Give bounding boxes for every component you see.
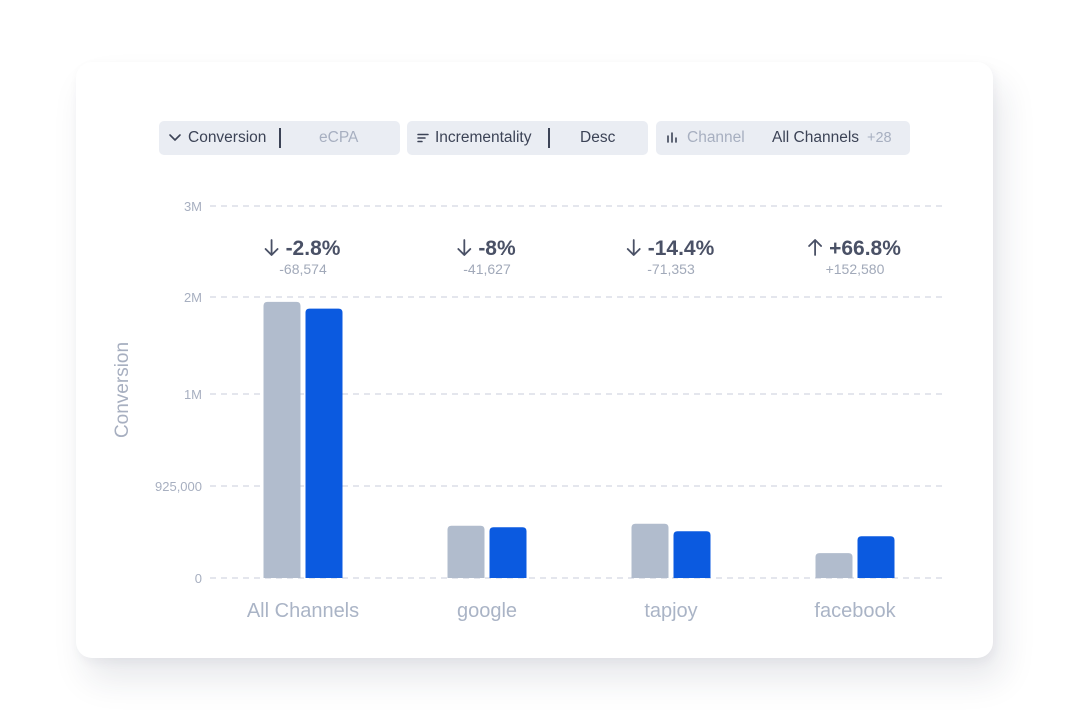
baseline-bar-all-channels[interactable]	[263, 301, 301, 578]
sort-order[interactable]: Desc	[580, 129, 616, 146]
metric-selector[interactable]: Conversion eCPA	[159, 121, 400, 155]
category-label: google	[457, 600, 517, 622]
channel-extra-count: +28	[867, 130, 892, 146]
arrow-down-icon	[264, 239, 279, 256]
delta-annotation: +66.8%+152,580	[808, 237, 901, 277]
channel-selector[interactable]: Channel All Channels +28	[656, 121, 910, 155]
channel-label: Channel	[687, 129, 745, 146]
metric-secondary[interactable]: eCPA	[319, 129, 359, 146]
chevron-down-icon	[169, 134, 181, 141]
bars	[263, 301, 895, 578]
delta-annotation: -8%-41,627	[457, 237, 516, 277]
sort-lines-icon	[417, 133, 429, 143]
delta-annotations: -2.8%-68,574 -8%-41,627 -14.4%-71,353 +66.8…	[264, 237, 901, 277]
y-tick-label: 0	[195, 571, 202, 586]
bar-chart-icon	[667, 132, 677, 143]
delta-percent: -2.8%	[286, 237, 341, 260]
arrow-down-icon	[626, 239, 641, 256]
category-label: tapjoy	[644, 600, 697, 622]
delta-percent: -14.4%	[648, 237, 715, 260]
pill-divider	[548, 128, 550, 148]
delta-annotation: -2.8%-68,574	[264, 237, 341, 277]
metric-label: Conversion	[188, 129, 267, 146]
y-tick-label: 1M	[184, 387, 202, 402]
delta-absolute: +152,580	[826, 261, 885, 277]
delta-absolute: -68,574	[279, 261, 327, 277]
current-bar-all-channels[interactable]	[305, 308, 343, 578]
delta-absolute: -71,353	[647, 261, 695, 277]
sort-label: Incrementality	[435, 129, 532, 146]
current-bar-google[interactable]	[489, 527, 527, 578]
y-axis-ticks: 0 925,000 1M 2M 3M	[155, 199, 202, 586]
channel-value[interactable]: All Channels	[772, 129, 860, 146]
baseline-bar-tapjoy[interactable]	[631, 523, 669, 578]
arrow-up-icon	[808, 239, 822, 256]
current-bar-facebook[interactable]	[857, 536, 895, 578]
category-labels: All Channels google tapjoy facebook	[247, 600, 897, 622]
baseline-bar-google[interactable]	[447, 525, 485, 578]
baseline-bar-facebook[interactable]	[815, 553, 853, 578]
sort-selector[interactable]: Incrementality Desc	[407, 121, 648, 155]
category-label: facebook	[814, 600, 896, 622]
delta-percent: -8%	[478, 237, 516, 260]
arrow-down-icon	[457, 239, 472, 256]
delta-percent: +66.8%	[829, 237, 901, 260]
pill-divider	[279, 128, 281, 148]
y-axis-label: Conversion	[112, 342, 133, 438]
delta-annotation: -14.4%-71,353	[626, 237, 715, 277]
y-tick-label: 3M	[184, 199, 202, 214]
current-bar-tapjoy[interactable]	[673, 531, 711, 578]
category-label: All Channels	[247, 600, 359, 622]
y-tick-label: 2M	[184, 290, 202, 305]
y-tick-label: 925,000	[155, 479, 202, 494]
delta-absolute: -41,627	[463, 261, 511, 277]
